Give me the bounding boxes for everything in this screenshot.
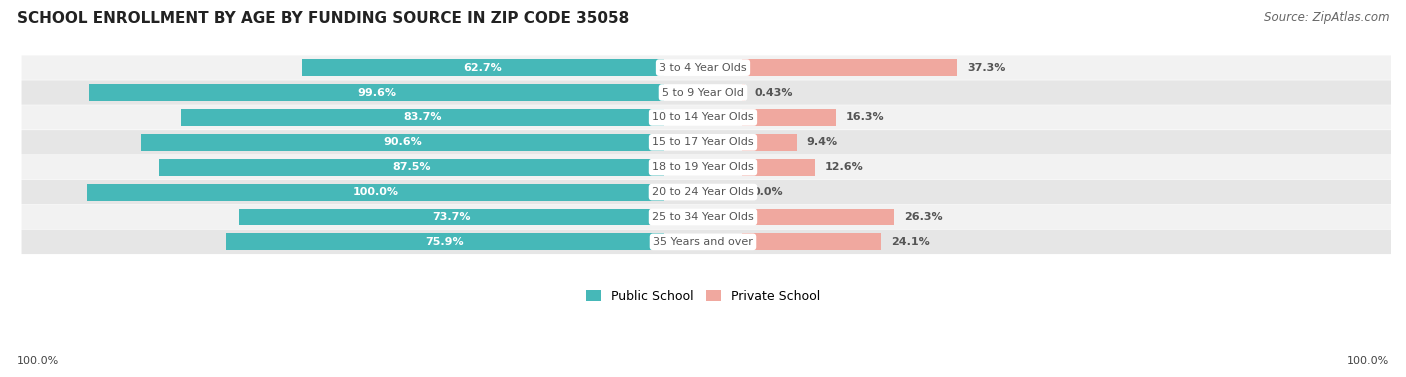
Text: 35 Years and over: 35 Years and over: [652, 237, 754, 247]
FancyBboxPatch shape: [21, 55, 1398, 80]
Bar: [742, 59, 957, 76]
Text: 99.6%: 99.6%: [357, 87, 396, 98]
Text: 16.3%: 16.3%: [846, 112, 884, 123]
Text: 87.5%: 87.5%: [392, 162, 430, 172]
Bar: [159, 159, 664, 176]
Bar: [742, 84, 745, 101]
Text: 9.4%: 9.4%: [807, 137, 838, 147]
Text: SCHOOL ENROLLMENT BY AGE BY FUNDING SOURCE IN ZIP CODE 35058: SCHOOL ENROLLMENT BY AGE BY FUNDING SOUR…: [17, 11, 628, 26]
Bar: [87, 184, 664, 201]
Text: 37.3%: 37.3%: [967, 63, 1005, 73]
Text: 100.0%: 100.0%: [17, 356, 59, 366]
Text: 18 to 19 Year Olds: 18 to 19 Year Olds: [652, 162, 754, 172]
Text: 3 to 4 Year Olds: 3 to 4 Year Olds: [659, 63, 747, 73]
FancyBboxPatch shape: [21, 155, 1398, 179]
Bar: [181, 109, 664, 126]
FancyBboxPatch shape: [21, 80, 1398, 105]
Text: Source: ZipAtlas.com: Source: ZipAtlas.com: [1264, 11, 1389, 24]
Text: 100.0%: 100.0%: [1347, 356, 1389, 366]
Text: 0.0%: 0.0%: [752, 187, 783, 197]
Bar: [742, 134, 797, 151]
FancyBboxPatch shape: [21, 130, 1398, 155]
Text: 25 to 34 Year Olds: 25 to 34 Year Olds: [652, 212, 754, 222]
FancyBboxPatch shape: [21, 180, 1398, 204]
FancyBboxPatch shape: [21, 230, 1398, 254]
Text: 15 to 17 Year Olds: 15 to 17 Year Olds: [652, 137, 754, 147]
Text: 12.6%: 12.6%: [825, 162, 863, 172]
Bar: [742, 109, 837, 126]
Text: 62.7%: 62.7%: [464, 63, 502, 73]
Text: 90.6%: 90.6%: [382, 137, 422, 147]
FancyBboxPatch shape: [21, 105, 1398, 130]
Bar: [226, 233, 664, 250]
Text: 75.9%: 75.9%: [426, 237, 464, 247]
Text: 0.43%: 0.43%: [755, 87, 793, 98]
Bar: [239, 208, 664, 225]
Text: 10 to 14 Year Olds: 10 to 14 Year Olds: [652, 112, 754, 123]
Bar: [141, 134, 664, 151]
Bar: [302, 59, 664, 76]
Text: 26.3%: 26.3%: [904, 212, 942, 222]
Text: 100.0%: 100.0%: [353, 187, 398, 197]
Text: 73.7%: 73.7%: [432, 212, 471, 222]
Text: 5 to 9 Year Old: 5 to 9 Year Old: [662, 87, 744, 98]
Bar: [90, 84, 664, 101]
FancyBboxPatch shape: [21, 205, 1398, 229]
Legend: Public School, Private School: Public School, Private School: [581, 285, 825, 308]
Text: 83.7%: 83.7%: [404, 112, 441, 123]
Bar: [742, 233, 882, 250]
Text: 20 to 24 Year Olds: 20 to 24 Year Olds: [652, 187, 754, 197]
Text: 24.1%: 24.1%: [891, 237, 929, 247]
Bar: [742, 208, 894, 225]
Bar: [742, 159, 815, 176]
